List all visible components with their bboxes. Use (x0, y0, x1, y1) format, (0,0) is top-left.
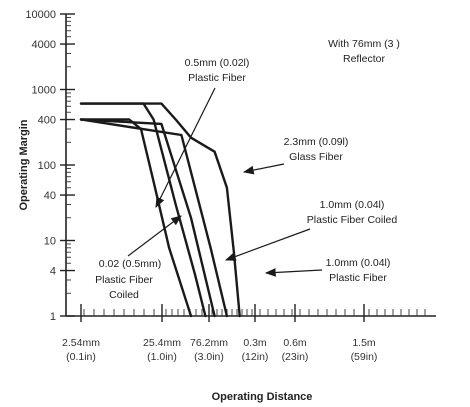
annotation-1-0mm-coiled-line2: Plastic Fiber Coiled (307, 214, 398, 226)
annotation-0-5mm-line2: Plastic Fiber (188, 72, 246, 84)
x-tick-sublabel: (59in) (351, 351, 378, 363)
x-tick-sublabel: (3.0in) (194, 351, 224, 363)
y-tick-label: 4 (50, 266, 56, 278)
annotation-reflector-line2: Reflector (343, 53, 386, 65)
x-tick-sublabel: (1.0in) (147, 351, 177, 363)
y-tick-label: 10 (44, 236, 56, 248)
annotation-1-0mm-coiled: 1.0mm (0.04l) Plastic Fiber Coiled (224, 199, 398, 261)
y-axis-ticks: 1 4 10 40 100 400 1000 4000 10000 (25, 9, 75, 323)
annotation-0-02-line2: Plastic Fiber (95, 274, 153, 286)
annotation-0-02-line1: 0.02 (0.5mm) (99, 258, 161, 270)
annotation-1-0mm-line2: Plastic Fiber (329, 272, 387, 284)
annotation-2-3mm-glass-fiber: 2.3mm (0.09l) Glass Fiber (242, 136, 349, 175)
x-axis-ticks: 2.54mm (0.1in) 25.4mm (1.0in) 76.2mm (3.0in) 0… (62, 304, 377, 363)
x-axis-title: Operating Distance (212, 391, 313, 403)
annotation-1-0mm-coiled-line1: 1.0mm (0.04l) (320, 199, 385, 211)
annotation-1-0mm-line1: 1.0mm (0.04l) (326, 257, 391, 269)
annotation-1-0mm-arrow (264, 268, 323, 277)
annotation-0-02-arrow (127, 215, 182, 257)
annotation-reflector: With 76mm (3 ) Reflector (328, 38, 400, 65)
x-tick-sublabel: (0.1in) (66, 351, 96, 363)
x-tick-label: 76.2mm (190, 337, 228, 349)
annotation-1-0mm-plastic-fiber: 1.0mm (0.04l) Plastic Fiber (264, 257, 391, 284)
x-tick-label: 25.4mm (143, 337, 181, 349)
annotation-2-3mm-line1: 2.3mm (0.09l) (284, 136, 349, 148)
annotation-0-02-line3: Coiled (109, 289, 139, 301)
annotation-2-3mm-arrow (242, 163, 285, 175)
y-tick-label: 40 (44, 190, 56, 202)
y-tick-label: 1 (50, 311, 56, 323)
annotation-2-3mm-line2: Glass Fiber (289, 151, 343, 163)
x-tick-label: 1.5m (352, 337, 376, 349)
x-tick-sublabel: (12in) (242, 351, 269, 363)
series-line-3 (79, 118, 216, 318)
series-line-4 (79, 118, 229, 318)
y-tick-label: 10000 (25, 9, 56, 21)
y-tick-label: 1000 (32, 85, 56, 97)
x-tick-label: 2.54mm (62, 337, 100, 349)
y-tick-label: 100 (38, 160, 56, 172)
y-axis-title: Operating Margin (18, 119, 30, 210)
y-tick-label: 4000 (32, 39, 56, 51)
annotation-0-5mm-line1: 0.5mm (0.02l) (185, 57, 250, 69)
x-tick-label: 0.6m (283, 337, 307, 349)
annotation-0-02-coiled: 0.02 (0.5mm) Plastic Fiber Coiled (95, 215, 182, 301)
series-line-1 (79, 118, 193, 318)
y-tick-label: 400 (38, 115, 56, 127)
annotation-0-5mm-plastic-fiber: 0.5mm (0.02l) Plastic Fiber (155, 57, 250, 208)
annotation-reflector-line1: With 76mm (3 ) (328, 38, 400, 50)
annotation-0-5mm-arrow (155, 87, 216, 208)
x-tick-label: 0.3m (243, 337, 267, 349)
annotation-1-0mm-coiled-arrow (224, 228, 311, 261)
series-layer (79, 102, 241, 318)
x-tick-sublabel: (23in) (282, 351, 309, 363)
series-line-5 (79, 102, 241, 318)
